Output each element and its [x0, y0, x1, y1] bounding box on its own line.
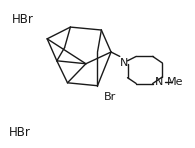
Text: HBr: HBr [8, 126, 30, 139]
Text: N: N [155, 77, 164, 87]
Text: Me: Me [167, 77, 184, 87]
Text: Br: Br [104, 92, 117, 102]
Text: HBr: HBr [12, 13, 34, 26]
Text: N: N [120, 58, 128, 68]
